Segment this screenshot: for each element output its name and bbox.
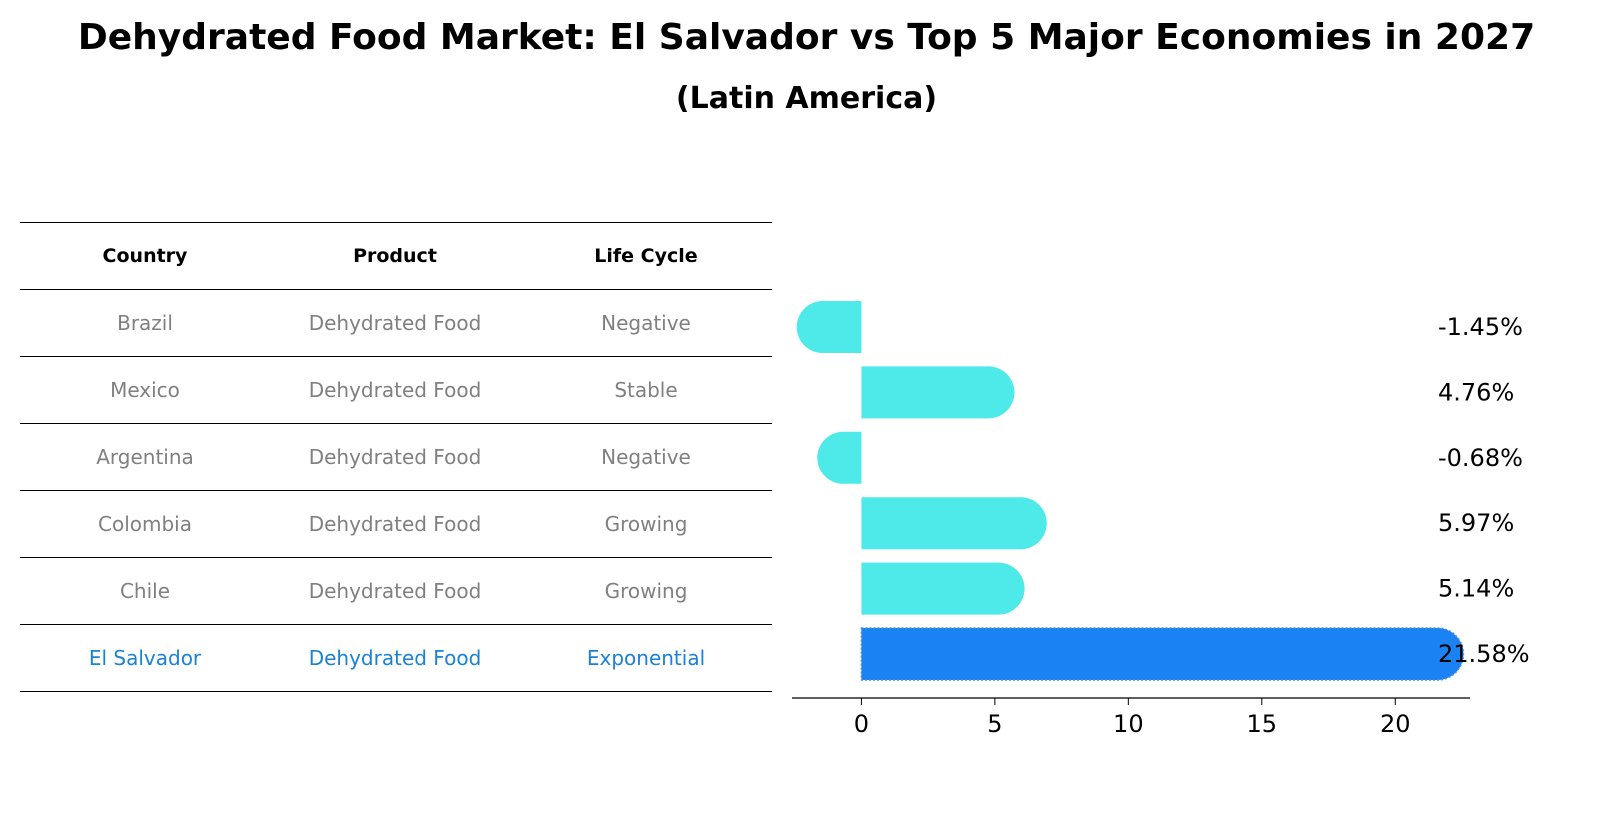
cell-country: Brazil xyxy=(117,311,173,335)
cell-country: Argentina xyxy=(96,445,194,469)
table-row: Colombia Dehydrated Food Growing xyxy=(20,491,772,558)
cell-product: Dehydrated Food xyxy=(308,579,482,603)
value-label: 5.97% xyxy=(1438,509,1514,537)
table-row: Argentina Dehydrated Food Negative xyxy=(20,424,772,491)
table-row: Mexico Dehydrated Food Stable xyxy=(20,357,772,424)
cell-product: Dehydrated Food xyxy=(308,378,482,402)
value-label: -0.68% xyxy=(1438,444,1523,472)
header-product: Product xyxy=(353,245,437,267)
cell-product: Dehydrated Food xyxy=(308,311,482,335)
cell-life-cycle: Stable xyxy=(614,378,678,402)
cell-life-cycle: Negative xyxy=(601,311,691,335)
header-life-cycle: Life Cycle xyxy=(594,245,698,267)
table-row: Brazil Dehydrated Food Negative xyxy=(20,290,772,357)
cell-country: El Salvador xyxy=(88,646,202,670)
bar-brazil xyxy=(796,301,862,353)
cell-life-cycle: Growing xyxy=(604,512,688,536)
header-country: Country xyxy=(102,245,188,267)
table-row-highlight: El Salvador Dehydrated Food Exponential xyxy=(20,625,772,692)
bar-mexico xyxy=(861,366,1015,419)
country-table: Country Product Life Cycle Brazil Dehydr… xyxy=(20,222,772,692)
value-label: 4.76% xyxy=(1438,378,1514,406)
cell-country: Chile xyxy=(119,579,171,603)
x-tick-label: 10 xyxy=(1113,710,1144,738)
cell-product: Dehydrated Food xyxy=(308,512,482,536)
bar-el-salvador xyxy=(860,627,1465,681)
cell-product: Dehydrated Food xyxy=(308,445,482,469)
cell-life-cycle: Negative xyxy=(601,445,691,469)
cell-country: Colombia xyxy=(98,512,192,536)
table-row: Chile Dehydrated Food Growing xyxy=(20,558,772,625)
cell-country: Mexico xyxy=(110,378,180,402)
x-tick-label: 15 xyxy=(1247,710,1278,738)
x-tick-label: 0 xyxy=(854,710,869,738)
value-label: -1.45% xyxy=(1438,313,1523,341)
chart-subtitle: (Latin America) xyxy=(675,81,938,116)
value-label: 21.58% xyxy=(1438,640,1530,668)
bar-chile xyxy=(861,562,1025,615)
x-tick-label: 5 xyxy=(987,710,1002,738)
bar-colombia xyxy=(861,497,1047,550)
cell-life-cycle: Exponential xyxy=(586,646,706,670)
chart-title: Dehydrated Food Market: El Salvador vs T… xyxy=(77,17,1536,58)
cell-life-cycle: Growing xyxy=(604,579,688,603)
cell-product: Dehydrated Food xyxy=(308,646,482,670)
bar-argentina xyxy=(817,431,862,484)
value-label: 5.14% xyxy=(1438,575,1514,603)
table-header-row: Country Product Life Cycle xyxy=(20,223,772,290)
x-tick-label: 20 xyxy=(1380,710,1411,738)
bar-chart: -1.45% 4.76% -0.68% 5.97% 5.14% 21.58% 0 5 10 15 2… xyxy=(792,301,1530,738)
